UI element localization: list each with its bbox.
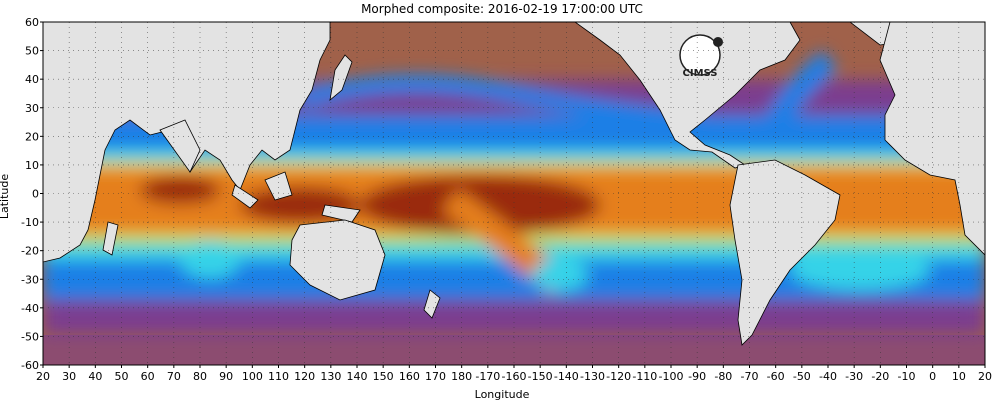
lon-tick-label: 170 (425, 370, 446, 383)
lon-tick-label: -30 (845, 370, 863, 383)
lon-tick-label: -70 (741, 370, 759, 383)
lon-tick-label: 30 (62, 370, 76, 383)
lon-tick-label: -150 (528, 370, 553, 383)
logo-circle (679, 34, 721, 76)
lon-tick-label: 60 (141, 370, 155, 383)
indian-ocean-core (140, 176, 220, 204)
lat-tick-label: 0 (32, 188, 39, 201)
india (159, 119, 201, 173)
lat-tick-label: -40 (21, 302, 39, 315)
map-title: Morphed composite: 2016-02-19 17:00:00 U… (361, 2, 643, 16)
lat-tick-label: -60 (21, 359, 39, 372)
south-indian-swirl (180, 242, 240, 278)
logo-text: CIMSS (683, 68, 718, 79)
lon-tick-label: -80 (714, 370, 732, 383)
longitude-ticks: 20 30 40 50 60 70 80 90 100 110 120 130 140 150 160 170… (36, 365, 992, 383)
sumatra (231, 184, 259, 209)
lon-tick-label: 150 (373, 370, 394, 383)
atlantic-moisture-plume (749, 50, 838, 156)
lon-tick-label: 70 (167, 370, 181, 383)
lat-tick-label: 20 (25, 130, 39, 143)
lon-tick-label: 40 (88, 370, 102, 383)
map-plot-area: CIMSS (43, 22, 985, 365)
lon-tick-label: 50 (115, 370, 129, 383)
japan (329, 54, 353, 101)
north-pacific-moisture-plume (297, 74, 701, 129)
lon-tick-label: 0 (929, 370, 936, 383)
lon-tick-label: 20 (36, 370, 50, 383)
land-masses (43, 22, 985, 346)
australia (289, 219, 386, 301)
south-atlantic-swirl (790, 250, 930, 290)
lon-tick-label: -40 (819, 370, 837, 383)
madagascar (102, 221, 119, 256)
lon-tick-label: -140 (554, 370, 579, 383)
lon-tick-label: 180 (451, 370, 472, 383)
lon-tick-label: -160 (502, 370, 527, 383)
north-america (574, 22, 801, 169)
lon-tick-label: 160 (399, 370, 420, 383)
lat-tick-label: -20 (21, 245, 39, 258)
lon-tick-label: -130 (580, 370, 605, 383)
lat-tick-label: 30 (25, 102, 39, 115)
lat-tick-label: 60 (25, 16, 39, 29)
lon-tick-label: 110 (268, 370, 289, 383)
lon-tick-label: -50 (793, 370, 811, 383)
lat-tick-label: -10 (21, 216, 39, 229)
lon-tick-label: -100 (659, 370, 684, 383)
new-zealand (423, 289, 441, 319)
lon-tick-label: -170 (475, 370, 500, 383)
lon-tick-label: 100 (242, 370, 263, 383)
lon-tick-label: 140 (347, 370, 368, 383)
africa-europe-east (879, 22, 985, 256)
lon-tick-label: 90 (219, 370, 233, 383)
logo-dot-icon (713, 37, 723, 47)
lon-tick-label: 120 (294, 370, 315, 383)
graticule (43, 22, 985, 365)
southern-ocean-purple (43, 335, 985, 365)
south-america (729, 159, 841, 346)
lon-tick-label: -120 (606, 370, 631, 383)
lat-tick-label: -50 (21, 330, 39, 343)
south-pacific-swirl (532, 259, 588, 291)
lon-tick-label: 10 (952, 370, 966, 383)
lon-tick-label: -110 (632, 370, 657, 383)
lat-tick-label: -30 (21, 273, 39, 286)
lon-tick-label: -60 (767, 370, 785, 383)
x-axis-label: Longitude (474, 388, 530, 401)
latitude-ticks: 60 50 40 30 20 10 0 -10 -20 -30 -40 -50 -60 (21, 16, 43, 372)
lat-tick-label: 40 (25, 73, 39, 86)
lon-tick-label: 80 (193, 370, 207, 383)
cimss-logo: CIMSS (679, 34, 723, 79)
lat-tick-label: 10 (25, 159, 39, 172)
borneo (264, 171, 293, 201)
lon-tick-label: 20 (978, 370, 992, 383)
lat-tick-label: 50 (25, 45, 39, 58)
lon-tick-label: -90 (688, 370, 706, 383)
lon-tick-label: 130 (320, 370, 341, 383)
lon-tick-label: -20 (871, 370, 889, 383)
lon-tick-label: -10 (898, 370, 916, 383)
